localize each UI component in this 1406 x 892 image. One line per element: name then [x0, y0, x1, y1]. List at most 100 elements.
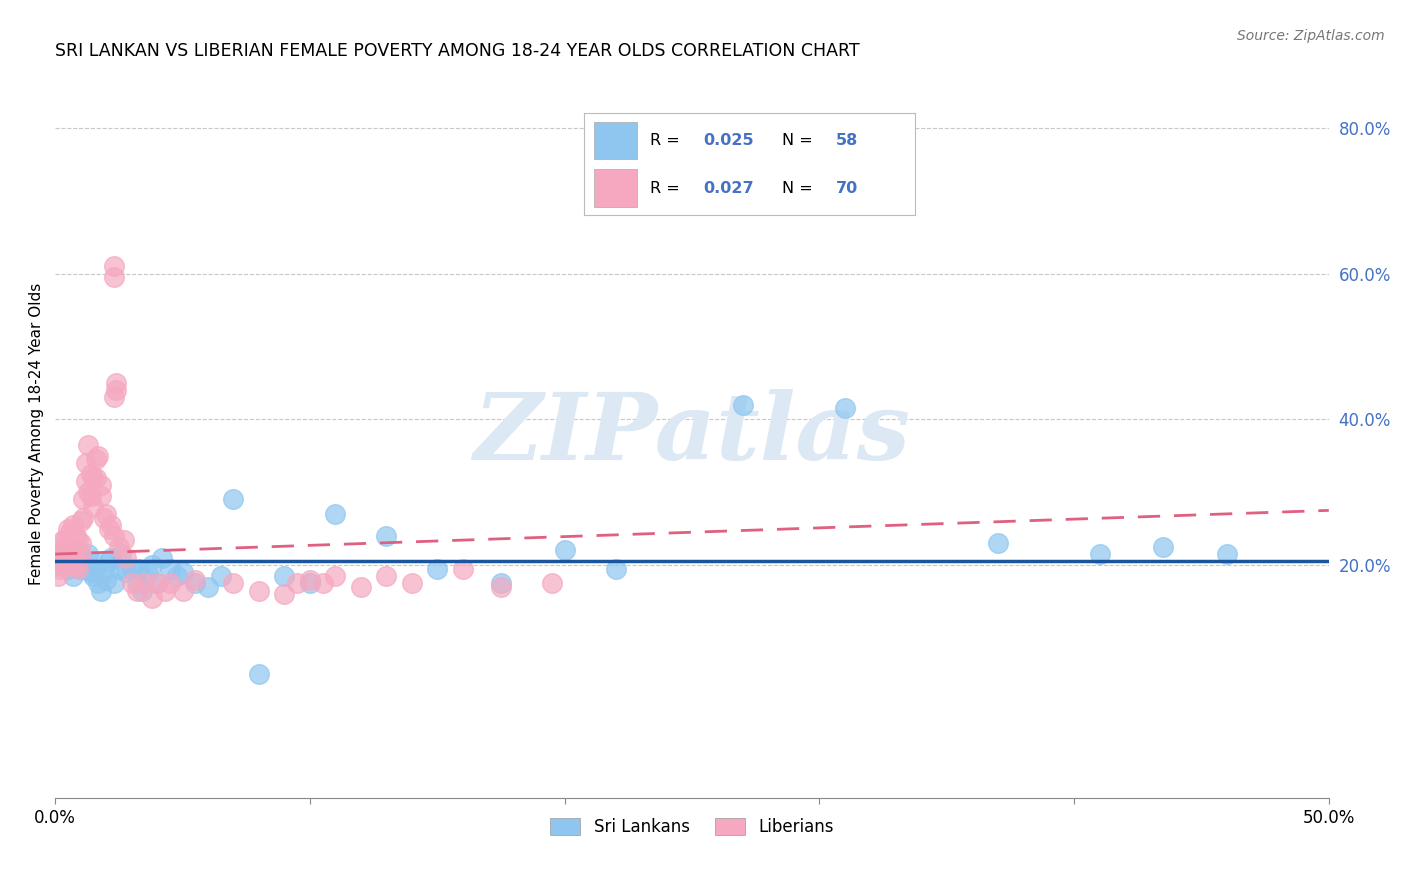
Point: [1088, 547, 1111, 561]
Point: [49, 547, 72, 561]
Point: [72, 558, 94, 572]
Point: [115, 550, 138, 565]
Point: [56, 522, 79, 536]
Point: [69, 536, 91, 550]
Point: [69, 547, 91, 561]
Point: [125, 576, 148, 591]
Point: [247, 583, 270, 598]
Point: [82, 569, 104, 583]
Point: [541, 576, 564, 591]
Point: [103, 260, 125, 274]
Legend: Sri Lankans, Liberians: Sri Lankans, Liberians: [543, 810, 842, 845]
Point: [93, 566, 115, 580]
Point: [426, 562, 449, 576]
Point: [97, 554, 120, 568]
Point: [159, 562, 181, 576]
Point: [103, 576, 125, 591]
Point: [53, 547, 76, 561]
Point: [350, 580, 373, 594]
Point: [605, 562, 627, 576]
Point: [82, 470, 104, 484]
Point: [153, 583, 176, 598]
Text: ZIPatlas: ZIPatlas: [474, 389, 911, 479]
Point: [80, 489, 103, 503]
Point: [90, 478, 112, 492]
Point: [184, 573, 207, 587]
Point: [52, 558, 75, 572]
Point: [489, 576, 512, 591]
Point: [84, 452, 107, 467]
Point: [56, 562, 79, 576]
Point: [72, 510, 94, 524]
Point: [93, 510, 115, 524]
Point: [82, 554, 104, 568]
Point: [59, 554, 82, 568]
Point: [77, 438, 100, 452]
Point: [103, 529, 125, 543]
Point: [489, 580, 512, 594]
Point: [97, 522, 120, 536]
Y-axis label: Female Poverty Among 18-24 Year Olds: Female Poverty Among 18-24 Year Olds: [30, 283, 44, 585]
Point: [69, 514, 91, 528]
Point: [172, 566, 194, 580]
Point: [67, 562, 90, 576]
Point: [184, 576, 207, 591]
Point: [273, 569, 295, 583]
Point: [65, 529, 87, 543]
Point: [84, 562, 107, 576]
Point: [67, 533, 90, 547]
Point: [59, 525, 82, 540]
Point: [110, 547, 132, 561]
Point: [834, 401, 856, 416]
Point: [285, 576, 308, 591]
Point: [80, 566, 103, 580]
Point: [108, 540, 131, 554]
Point: [128, 562, 150, 576]
Point: [52, 543, 75, 558]
Point: [115, 566, 138, 580]
Point: [1152, 540, 1174, 554]
Point: [172, 583, 194, 598]
Point: [375, 569, 398, 583]
Point: [146, 576, 169, 591]
Point: [53, 550, 76, 565]
Point: [105, 383, 128, 397]
Point: [49, 562, 72, 576]
Point: [77, 547, 100, 561]
Point: [197, 580, 219, 594]
Point: [311, 576, 333, 591]
Point: [90, 583, 112, 598]
Point: [46, 558, 69, 572]
Point: [141, 558, 163, 572]
Point: [108, 562, 131, 576]
Point: [65, 547, 87, 561]
Point: [150, 550, 173, 565]
Point: [209, 569, 232, 583]
Point: [325, 507, 347, 521]
Point: [298, 576, 321, 591]
Point: [77, 485, 100, 500]
Point: [401, 576, 423, 591]
Point: [80, 467, 103, 481]
Point: [103, 391, 125, 405]
Point: [166, 569, 188, 583]
Point: [103, 270, 125, 285]
Point: [146, 576, 169, 591]
Point: [94, 507, 117, 521]
Point: [82, 500, 104, 514]
Text: SRI LANKAN VS LIBERIAN FEMALE POVERTY AMONG 18-24 YEAR OLDS CORRELATION CHART: SRI LANKAN VS LIBERIAN FEMALE POVERTY AM…: [55, 42, 860, 60]
Point: [273, 587, 295, 601]
Point: [731, 398, 754, 412]
Point: [222, 576, 245, 591]
Point: [121, 562, 143, 576]
Point: [100, 518, 122, 533]
Point: [53, 533, 76, 547]
Point: [62, 540, 84, 554]
Point: [49, 547, 72, 561]
Point: [554, 543, 576, 558]
Point: [121, 576, 143, 591]
Point: [298, 573, 321, 587]
Point: [131, 583, 153, 598]
Point: [69, 550, 91, 565]
Point: [56, 536, 79, 550]
